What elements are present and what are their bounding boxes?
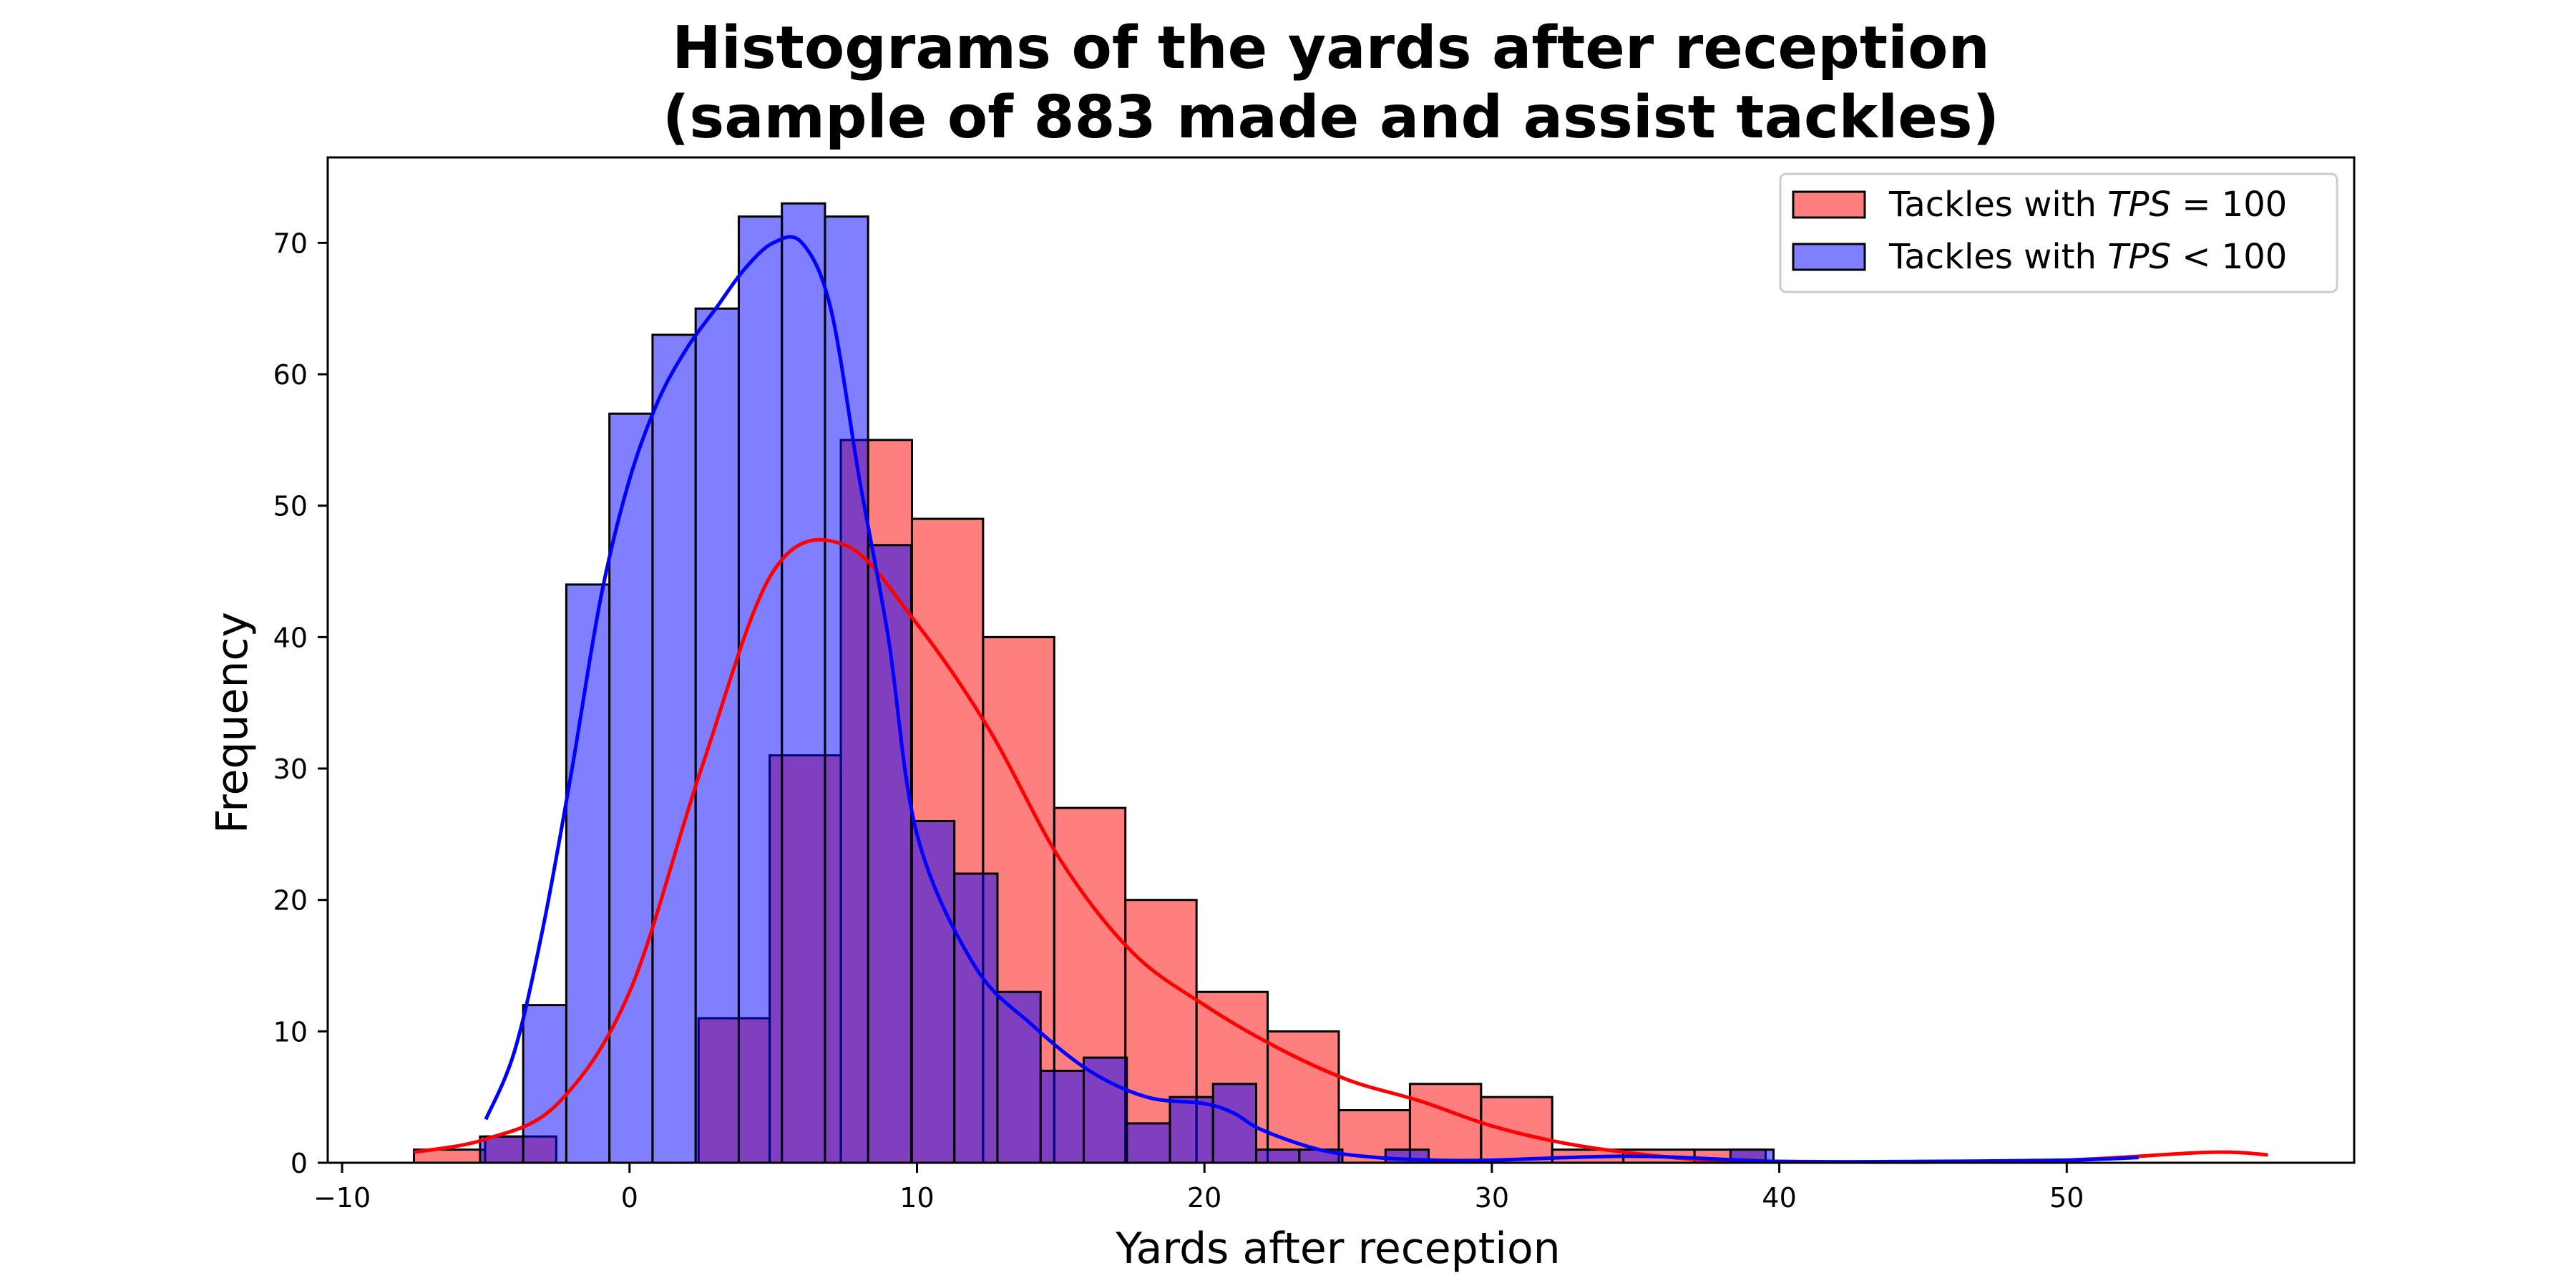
x-tick-label: 50 [2049,1182,2084,1214]
series-1-bar [522,1004,567,1164]
series-1-bar [1254,1148,1301,1164]
series-1-bar [953,872,999,1164]
x-tick-label: −10 [313,1182,371,1214]
legend-label-0: Tackles with TPS = 100 [1888,185,2287,225]
series-1-bar [737,215,784,1164]
x-tick-label: 0 [621,1182,638,1214]
legend-label-1: Tackles with TPS < 100 [1888,237,2287,277]
legend-swatch-1 [1792,243,1866,271]
series-1-bar [1039,1069,1085,1164]
y-tick-label: 0 [291,1148,308,1179]
x-tick-label: 30 [1475,1182,1509,1214]
series-1-bars [479,202,1775,1164]
axes-frame [326,156,2356,1164]
chart-title-line-1: Histograms of the yards after reception [672,14,1990,82]
chart-title-line-2: (sample of 883 made and assist tackles) [663,84,1999,152]
series-1-bar [909,819,956,1164]
y-tick-label: 50 [273,491,308,522]
y-tick-label: 20 [273,885,308,917]
x-tick-label: 20 [1187,1182,1221,1214]
y-tick-label: 70 [273,228,308,259]
series-1-bar [781,202,826,1164]
series-1-bar [824,215,869,1164]
y-tick-label: 40 [273,622,308,653]
y-tick-label: 30 [273,753,308,785]
series-1-bar [996,990,1042,1164]
legend-swatch-0 [1792,190,1866,219]
y-axis-label: Frequency [208,612,258,834]
series-0-bar [1267,1030,1340,1164]
series-1-bar [694,307,740,1164]
series-1-bar [608,412,654,1164]
legend: Tackles with TPS = 100 Tackles with TPS <… [1779,172,2338,293]
series-1-bar [1126,1122,1171,1164]
y-tick-label: 60 [273,359,308,391]
x-tick-label: 40 [1762,1182,1796,1214]
series-1-bar [1082,1056,1128,1164]
x-tick-label: 10 [899,1182,934,1214]
series-1-kde-line [484,235,2139,1164]
legend-box [1779,172,2338,293]
y-tick-label: 10 [273,1016,308,1048]
series-1-bar [651,333,697,1164]
series-0-bar [1480,1096,1553,1164]
x-axis-label: Yards after reception [1115,1224,1560,1274]
series-1-bar [1169,1096,1214,1164]
